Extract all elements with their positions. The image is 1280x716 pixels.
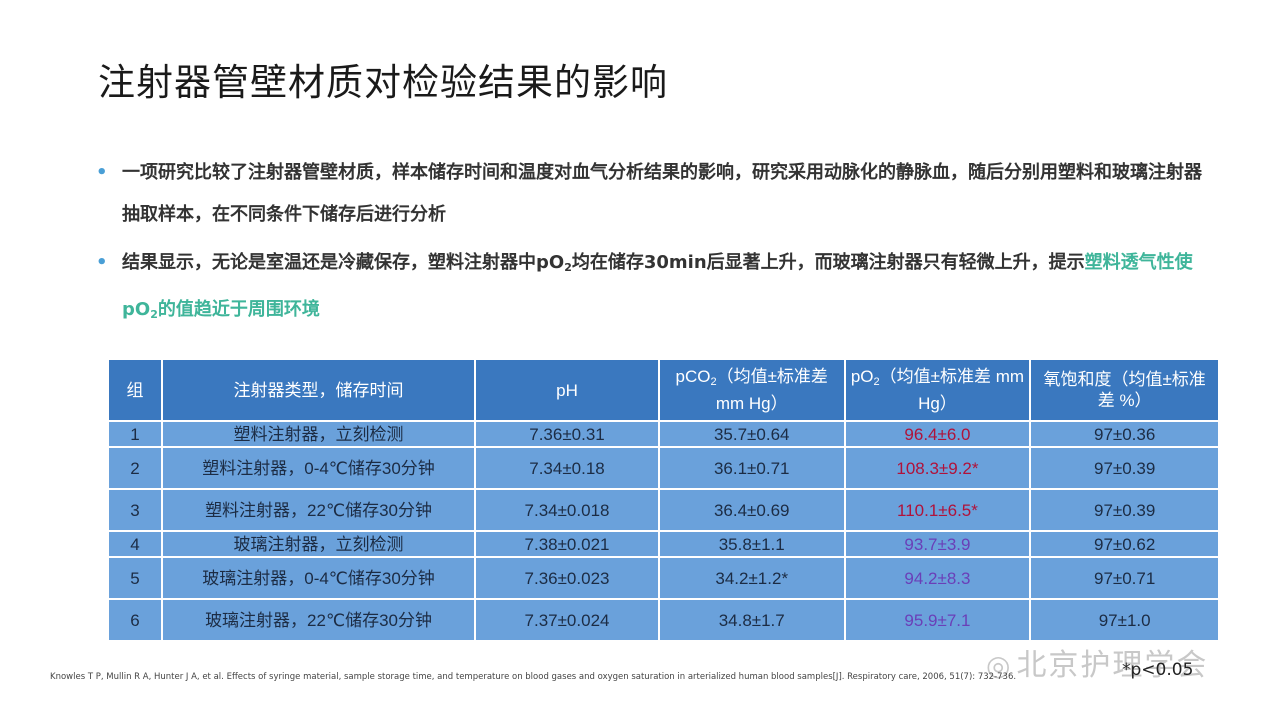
cell-group: 5 bbox=[107, 556, 163, 600]
reference-citation: Knowles T P, Mullin R A, Hunter J A, et … bbox=[50, 672, 1017, 682]
cell-saturation: 97±0.71 bbox=[1029, 556, 1220, 600]
cell-group: 1 bbox=[107, 420, 163, 448]
cell-saturation: 97±1.0 bbox=[1029, 598, 1220, 642]
cell-po2: 94.2±8.3 bbox=[843, 556, 1032, 600]
cell-saturation: 97±0.39 bbox=[1029, 488, 1220, 532]
header-po2-pre: pO bbox=[850, 367, 874, 386]
cell-pco2: 36.1±0.71 bbox=[657, 446, 846, 490]
bullet-dot-icon: • bbox=[96, 252, 108, 273]
table-header-row: 组 注射器类型，储存时间 pH pCO2（均值±标准差 mm Hg） pO2（均… bbox=[107, 358, 1220, 422]
cell-pco2: 35.7±0.64 bbox=[657, 420, 846, 448]
bullet-dot-icon: • bbox=[96, 162, 108, 183]
bullet-text-pre: 结果显示，无论是室温还是冷藏保存，塑料注射器中pO bbox=[122, 252, 565, 273]
cell-pco2: 35.8±1.1 bbox=[657, 530, 846, 558]
header-po2: pO2（均值±标准差 mm Hg） bbox=[843, 358, 1032, 422]
cell-po2: 95.9±7.1 bbox=[843, 598, 1032, 642]
table-row: 1 塑料注射器，立刻检测 7.36±0.31 35.7±0.64 96.4±6.… bbox=[107, 420, 1220, 448]
table-row: 2 塑料注射器，0-4℃储存30分钟 7.34±0.18 36.1±0.71 1… bbox=[107, 446, 1220, 490]
significance-note: *p<0.05 bbox=[1122, 660, 1194, 680]
header-pco2: pCO2（均值±标准差 mm Hg） bbox=[657, 358, 846, 422]
cell-ph: 7.36±0.31 bbox=[474, 420, 660, 448]
cell-saturation: 97±0.39 bbox=[1029, 446, 1220, 490]
page-title: 注射器管壁材质对检验结果的影响 bbox=[98, 61, 668, 104]
header-pco2-pre: pCO bbox=[675, 367, 711, 386]
cell-pco2: 36.4±0.69 bbox=[657, 488, 846, 532]
highlight-subscript: 2 bbox=[150, 308, 158, 321]
highlight-post: 的值趋近于周围环境 bbox=[157, 299, 320, 320]
cell-po2: 93.7±3.9 bbox=[843, 530, 1032, 558]
cell-type: 玻璃注射器，22℃储存30分钟 bbox=[160, 598, 477, 642]
cell-ph: 7.36±0.023 bbox=[474, 556, 660, 600]
cell-type: 玻璃注射器，立刻检测 bbox=[160, 530, 477, 558]
cell-po2: 110.1±6.5* bbox=[843, 488, 1032, 532]
cell-ph: 7.34±0.018 bbox=[474, 488, 660, 532]
watermark: ◎ 北京护理学会 bbox=[986, 640, 1208, 684]
cell-group: 2 bbox=[107, 446, 163, 490]
cell-type: 塑料注射器，0-4℃储存30分钟 bbox=[160, 446, 477, 490]
table-row: 3 塑料注射器，22℃储存30分钟 7.34±0.018 36.4±0.69 1… bbox=[107, 488, 1220, 532]
cell-type: 塑料注射器，22℃储存30分钟 bbox=[160, 488, 477, 532]
bullet-text-post: 均在储存30min后显著上升，而玻璃注射器只有轻微上升，提示 bbox=[571, 252, 1085, 273]
cell-ph: 7.34±0.18 bbox=[474, 446, 660, 490]
cell-group: 4 bbox=[107, 530, 163, 558]
header-po2-post: （均值±标准差 mm Hg） bbox=[879, 367, 1025, 413]
cell-group: 6 bbox=[107, 598, 163, 642]
cell-ph: 7.37±0.024 bbox=[474, 598, 660, 642]
bullet-text: 一项研究比较了注射器管壁材质，样本储存时间和温度对血气分析结果的影响，研究采用动… bbox=[122, 162, 1202, 225]
header-type: 注射器类型，储存时间 bbox=[160, 358, 477, 422]
cell-pco2: 34.2±1.2* bbox=[657, 556, 846, 600]
header-group: 组 bbox=[107, 358, 163, 422]
highlight-pre: 塑料透气性使pO bbox=[122, 252, 1193, 320]
bullet-item-result: • 结果显示，无论是室温还是冷藏保存，塑料注射器中pO2均在储存30min后显著… bbox=[96, 242, 1206, 336]
header-pco2-sub: 2 bbox=[710, 376, 717, 388]
cell-group: 3 bbox=[107, 488, 163, 532]
cell-ph: 7.38±0.021 bbox=[474, 530, 660, 558]
cell-saturation: 97±0.36 bbox=[1029, 420, 1220, 448]
cell-po2: 96.4±6.0 bbox=[843, 420, 1032, 448]
cell-po2: 108.3±9.2* bbox=[843, 446, 1032, 490]
watermark-text: 北京护理学会 bbox=[1016, 648, 1209, 683]
cell-type: 塑料注射器，立刻检测 bbox=[160, 420, 477, 448]
table-row: 6 玻璃注射器，22℃储存30分钟 7.37±0.024 34.8±1.7 95… bbox=[107, 598, 1220, 642]
header-po2-sub: 2 bbox=[873, 376, 880, 388]
header-pco2-post: （均值±标准差 mm Hg） bbox=[715, 367, 828, 413]
header-saturation: 氧饱和度（均值±标准差 %） bbox=[1029, 358, 1220, 422]
table-row: 4 玻璃注射器，立刻检测 7.38±0.021 35.8±1.1 93.7±3.… bbox=[107, 530, 1220, 558]
cell-type: 玻璃注射器，0-4℃储存30分钟 bbox=[160, 556, 477, 600]
results-table: 组 注射器类型，储存时间 pH pCO2（均值±标准差 mm Hg） pO2（均… bbox=[107, 358, 1220, 642]
bullet-item-study: • 一项研究比较了注射器管壁材质，样本储存时间和温度对血气分析结果的影响，研究采… bbox=[96, 152, 1206, 236]
table-row: 5 玻璃注射器，0-4℃储存30分钟 7.36±0.023 34.2±1.2* … bbox=[107, 556, 1220, 600]
header-ph: pH bbox=[474, 358, 660, 422]
cell-saturation: 97±0.62 bbox=[1029, 530, 1220, 558]
bullet-list: • 一项研究比较了注射器管壁材质，样本储存时间和温度对血气分析结果的影响，研究采… bbox=[96, 152, 1206, 342]
cell-pco2: 34.8±1.7 bbox=[657, 598, 846, 642]
highlight-text: 塑料透气性使pO2的值趋近于周围环境 bbox=[122, 252, 1193, 321]
wechat-icon: ◎ bbox=[986, 649, 1013, 682]
subscript: 2 bbox=[564, 261, 572, 274]
